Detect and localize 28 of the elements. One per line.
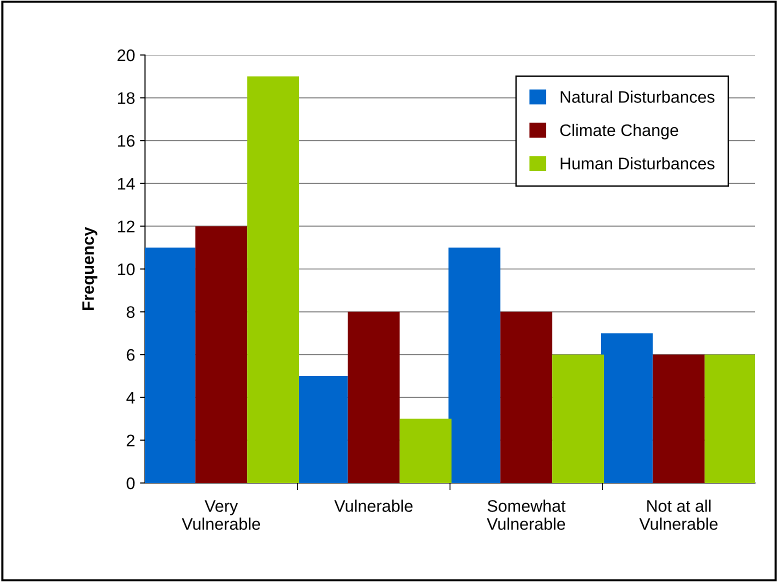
y-tick-label: 20 <box>118 49 135 62</box>
y-tick-label: 6 <box>126 349 135 361</box>
y-tick-label: 2 <box>126 434 134 446</box>
y-tick-label: 14 <box>118 178 135 190</box>
bar <box>448 248 500 483</box>
legend-label: Human Disturbances <box>560 157 714 170</box>
bar <box>400 418 452 483</box>
bar <box>652 354 705 483</box>
x-tick-label: Very Vulnerable <box>182 500 260 530</box>
y-tick-label: 18 <box>118 92 135 104</box>
x-tick-label: Not at all Vulnerable <box>639 500 718 530</box>
y-axis-title: Frequency <box>82 226 98 310</box>
bar <box>348 312 400 483</box>
y-tick-label: 10 <box>118 263 135 276</box>
y-tick-label: 12 <box>118 220 134 232</box>
y-tick-label: 4 <box>126 392 135 404</box>
y-tick-label: 0 <box>126 477 135 490</box>
y-tick-label: 8 <box>126 306 135 318</box>
bar <box>600 333 653 483</box>
bar <box>500 312 552 483</box>
legend-label: Climate Change <box>560 124 678 140</box>
bar <box>247 76 300 483</box>
x-tick-label: Somewhat Vulnerable <box>486 500 566 530</box>
bar <box>195 226 248 483</box>
legend-label: Natural Disturbances <box>560 90 714 103</box>
bar <box>552 354 604 483</box>
y-tick-label: 16 <box>118 135 135 147</box>
x-tick-label: Vulnerable <box>334 500 413 512</box>
